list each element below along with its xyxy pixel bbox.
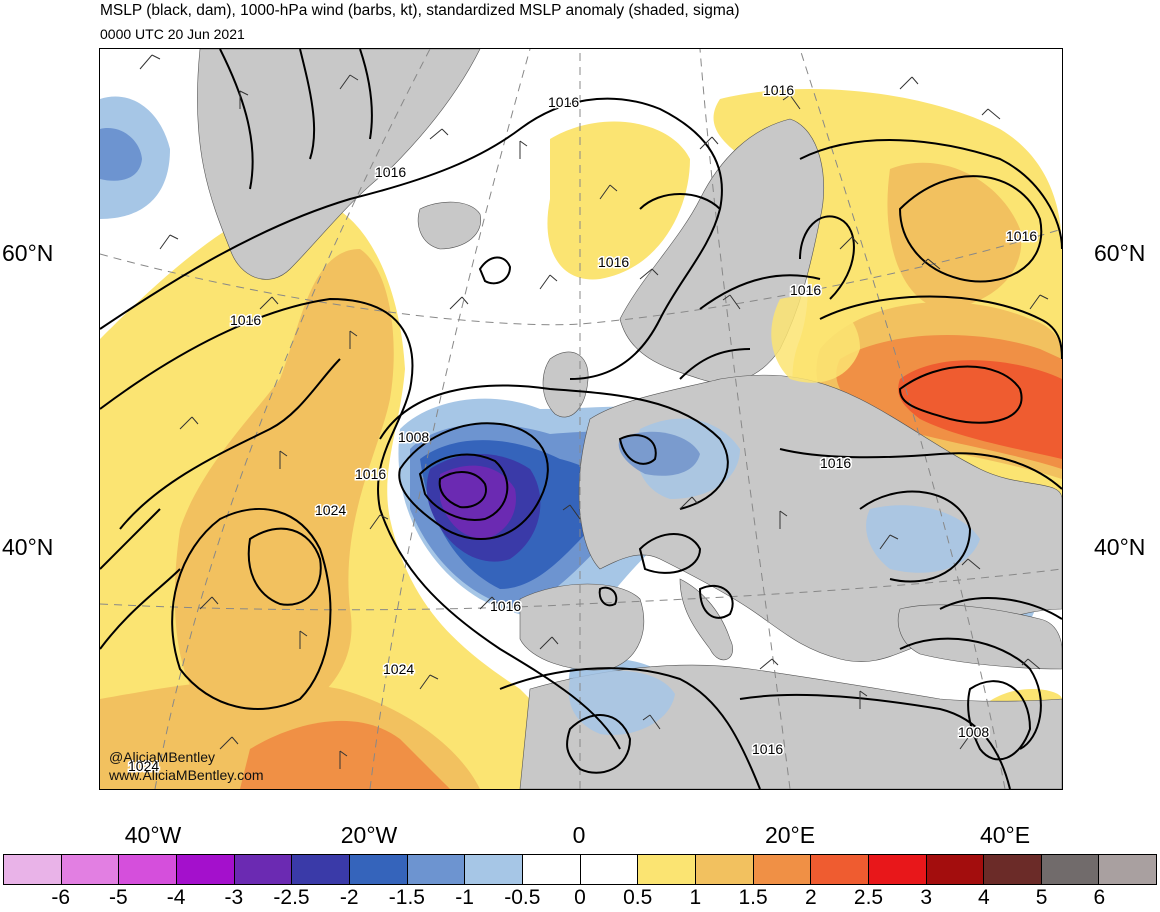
lat-label-left: 60°N (2, 240, 54, 266)
colorbar-tick-label: -1.5 (388, 886, 425, 909)
map-panel: 1016 1016 1016 1016 1016 1016 1016 1008 … (99, 48, 1063, 790)
credit-handle: @AliciaMBentley (109, 749, 216, 765)
isobar-label: 1024 (383, 661, 414, 677)
graticule (100, 49, 1062, 789)
isobar-label: 1024 (315, 502, 346, 518)
anomaly-colorbar (3, 854, 1157, 885)
colorbar-swatch (4, 855, 62, 884)
colorbar-swatch (349, 855, 408, 884)
colorbar-tick-label: -6 (51, 886, 71, 909)
colorbar-tick-label: 4 (978, 886, 990, 909)
colorbar-tick-label: 5 (1035, 886, 1048, 909)
isobar-label: 1016 (820, 455, 851, 471)
colorbar-tick-label: -3 (224, 886, 244, 909)
scandinavia (619, 118, 825, 383)
credit-website: www.AliciaMBentley.com (109, 767, 264, 783)
isobar-label: 1016 (230, 312, 261, 328)
colorbar-tick-label: 2 (804, 886, 817, 909)
lon-label: 40°E (979, 822, 1031, 848)
colorbar-tick-label: 0 (574, 886, 586, 909)
colorbar-swatch (1099, 855, 1157, 884)
colorbar-swatch (176, 855, 235, 884)
colorbar-tick-label: 1 (689, 886, 702, 909)
colorbar-swatch (292, 855, 350, 884)
lon-label: 0 (572, 822, 586, 848)
map-title: MSLP (black, dam), 1000-hPa wind (barbs,… (100, 2, 740, 19)
lat-label-left: 40°N (2, 534, 54, 560)
isobar-label: 1016 (763, 82, 794, 98)
colorbar-tick-label: -1 (455, 886, 474, 909)
lat-label-right: 60°N (1094, 240, 1146, 266)
isobar-label: 1016 (490, 598, 521, 614)
iberia (519, 583, 644, 671)
isobar-label: 1016 (790, 282, 821, 298)
colorbar-swatch (1041, 855, 1100, 884)
colorbar-tick-label: 6 (1093, 886, 1106, 909)
colorbar-swatch (119, 855, 177, 884)
isobar-label: 1016 (548, 94, 579, 110)
colorbar-tick-label: -0.5 (504, 886, 541, 909)
colorbar-swatch (926, 855, 985, 884)
land-anomaly-overlay (568, 296, 980, 735)
colorbar-swatch (580, 855, 639, 884)
lon-label: 40°W (124, 822, 182, 848)
colorbar-swatch (234, 855, 293, 884)
isobar-label: 1016 (752, 741, 783, 757)
british-isles (542, 351, 589, 418)
isobar-label: 1024 (128, 758, 159, 774)
isobar-labels: 1016 1016 1016 1016 1016 1016 1016 1008 … (127, 81, 1039, 776)
colorbar-tick-label: -2.5 (273, 886, 310, 909)
colorbar-tick-label: -2 (339, 886, 359, 909)
valid-time: 0000 UTC 20 Jun 2021 (100, 26, 245, 42)
isobar-label: 1016 (1006, 228, 1037, 244)
lat-label-right: 40°N (1094, 534, 1146, 560)
colorbar-swatch (984, 855, 1042, 884)
isobar-label: 1016 (598, 254, 629, 270)
isobars (100, 49, 1062, 789)
wind-barbs (139, 54, 1049, 769)
colorbar-tick-label: -5 (109, 886, 128, 909)
colorbar-tick-label: 1.5 (738, 886, 768, 909)
isobar-label: 1008 (398, 429, 429, 445)
weather-map: 1016 1016 1016 1016 1016 1016 1016 1008 … (100, 49, 1062, 789)
iceland (417, 201, 482, 250)
colorbar-tick-label: 0.5 (623, 886, 653, 909)
colorbar-swatch (522, 855, 581, 884)
colorbar-swatch (638, 855, 696, 884)
isobar-label: 1016 (355, 466, 386, 482)
isobar-label: 1008 (958, 724, 989, 740)
colorbar-swatch (753, 855, 812, 884)
lon-label: 20°E (764, 822, 816, 848)
colorbar-swatch (811, 855, 869, 884)
colorbar-swatch (465, 855, 523, 884)
greenland (197, 49, 481, 280)
colorbar-swatch (695, 855, 754, 884)
lon-label: 20°W (340, 822, 398, 848)
colorbar-tick-label: 2.5 (853, 886, 884, 909)
colorbar-swatch (868, 855, 927, 884)
colorbar-tick-label: -4 (166, 886, 186, 909)
isobar-label: 1016 (375, 164, 406, 180)
anatolia (897, 604, 1062, 670)
colorbar-swatch (61, 855, 120, 884)
colorbar-tick-label: 3 (920, 886, 933, 909)
colorbar-swatch (407, 855, 466, 884)
